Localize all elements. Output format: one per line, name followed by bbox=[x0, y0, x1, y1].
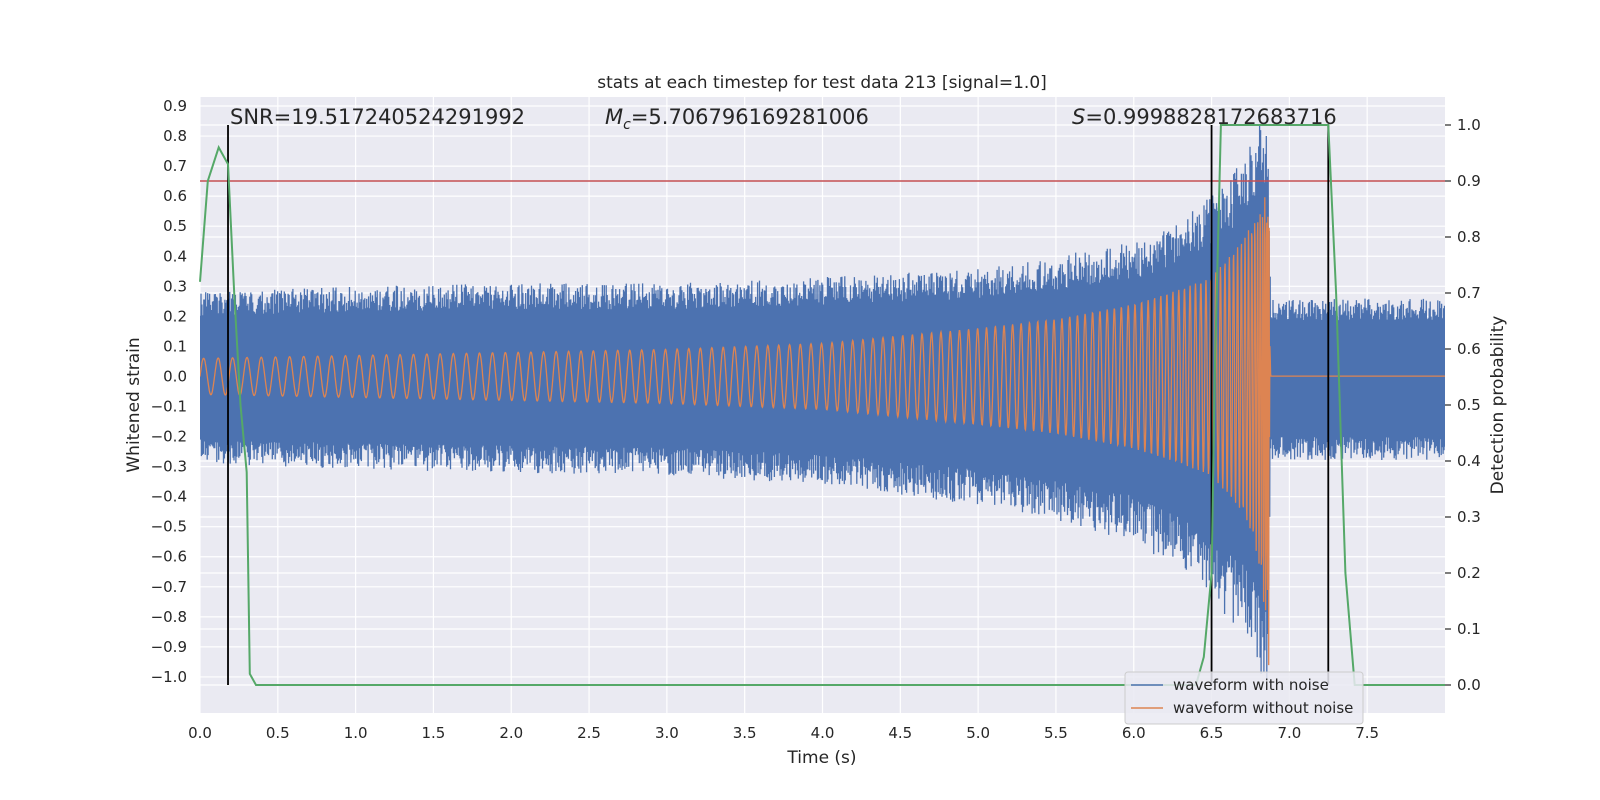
x-tick-label: 1.5 bbox=[422, 724, 446, 742]
y-tick-label: 0.4 bbox=[163, 247, 187, 265]
y-tick-label: 0.1 bbox=[163, 337, 187, 355]
y-tick-label: 0.7 bbox=[163, 157, 187, 175]
y-tick-label: −0.2 bbox=[151, 428, 187, 446]
snr-annotation: SNR=19.517240524291992 bbox=[230, 105, 525, 129]
y2-tick-label: 0.9 bbox=[1457, 172, 1481, 190]
legend-label-noise: waveform with noise bbox=[1173, 676, 1329, 694]
y2-tick-label: 0.0 bbox=[1457, 676, 1481, 694]
mc-symbol: M bbox=[605, 105, 623, 129]
x-tick-label: 3.0 bbox=[655, 724, 679, 742]
x-tick-label: 0.5 bbox=[266, 724, 290, 742]
ticks: 0.0 0.5 1.0 1.5 2.0 2.5 3.0 3.5 4.0 4.5 5.0 5.5 6.0 6… bbox=[151, 97, 1481, 742]
series-detection-probability bbox=[199, 124, 1445, 686]
y-tick-label: 0.6 bbox=[163, 187, 187, 205]
y-tick-label: −0.9 bbox=[151, 638, 187, 656]
y2-tick-label: 0.7 bbox=[1457, 284, 1481, 302]
y-tick-label: −0.1 bbox=[151, 398, 187, 416]
y2-tick-label: 0.6 bbox=[1457, 340, 1481, 358]
y-tick-label: −0.6 bbox=[151, 548, 187, 566]
y2-tick-label: 0.8 bbox=[1457, 228, 1481, 246]
y-tick-label: 0.0 bbox=[163, 367, 187, 385]
series-waveform-without-noise bbox=[200, 197, 1445, 666]
x-tick-label: 3.5 bbox=[733, 724, 757, 742]
y2-tick-label: 0.4 bbox=[1457, 452, 1481, 470]
y2-tick-label: 0.3 bbox=[1457, 508, 1481, 526]
y-tick-label: −0.3 bbox=[151, 458, 187, 476]
score-annotation: S=0.9998828172683716 bbox=[1072, 105, 1337, 129]
y2-axis-label: Detection probability bbox=[1488, 316, 1508, 495]
y-tick-label: 0.2 bbox=[163, 307, 187, 325]
legend-label-clean: waveform without noise bbox=[1173, 699, 1353, 717]
y-tick-label: 0.5 bbox=[163, 217, 187, 235]
y-tick-label: 0.8 bbox=[163, 127, 187, 145]
overlay bbox=[199, 124, 1445, 686]
y-tick-label: −0.8 bbox=[151, 608, 187, 626]
x-tick-label: 6.5 bbox=[1200, 724, 1224, 742]
x-tick-label: 0.0 bbox=[188, 724, 212, 742]
y-axis-label: Whitened strain bbox=[124, 337, 144, 472]
legend: waveform with noise waveform without noi… bbox=[1124, 671, 1364, 725]
y2-tick-label: 0.5 bbox=[1457, 396, 1481, 414]
y2-tick-label: 0.2 bbox=[1457, 564, 1481, 582]
x-tick-label: 2.0 bbox=[499, 724, 523, 742]
x-tick-label: 1.0 bbox=[344, 724, 368, 742]
legend-box bbox=[1124, 671, 1364, 725]
y2-tick-label: 1.0 bbox=[1457, 116, 1481, 134]
x-tick-label: 4.5 bbox=[888, 724, 912, 742]
mc-subscript: c bbox=[623, 117, 631, 133]
x-axis-label: Time (s) bbox=[786, 748, 856, 768]
s-value: =0.9998828172683716 bbox=[1085, 105, 1336, 129]
x-tick-label: 5.5 bbox=[1044, 724, 1068, 742]
x-tick-label: 6.0 bbox=[1122, 724, 1146, 742]
y-tick-label: 0.9 bbox=[163, 97, 187, 115]
y2-tick-label: 0.1 bbox=[1457, 620, 1481, 638]
chirp-mass-annotation: Mc=5.706796169281006 bbox=[605, 105, 869, 133]
y-tick-label: −0.4 bbox=[151, 488, 187, 506]
y-tick-label: 0.3 bbox=[163, 277, 187, 295]
y-tick-label: −0.7 bbox=[151, 578, 187, 596]
mc-value: =5.706796169281006 bbox=[631, 105, 869, 129]
plot-area bbox=[200, 124, 1445, 681]
x-tick-label: 7.0 bbox=[1277, 724, 1301, 742]
x-tick-label: 7.5 bbox=[1355, 724, 1379, 742]
x-tick-label: 5.0 bbox=[966, 724, 990, 742]
x-tick-label: 4.0 bbox=[811, 724, 835, 742]
chart-title: stats at each timestep for test data 213… bbox=[597, 73, 1047, 93]
x-tick-label: 2.5 bbox=[577, 724, 601, 742]
y-tick-label: −0.5 bbox=[151, 518, 187, 536]
s-symbol: S bbox=[1072, 105, 1085, 129]
y-tick-label: −1.0 bbox=[151, 668, 187, 686]
